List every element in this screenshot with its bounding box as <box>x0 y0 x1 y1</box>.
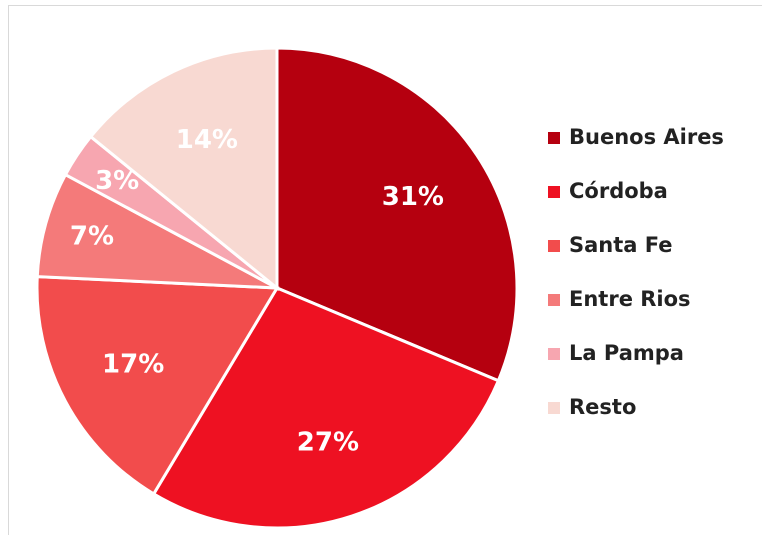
data-label: 27% <box>297 428 359 458</box>
legend-label: Buenos Aires <box>569 125 724 149</box>
legend-swatch <box>548 186 560 198</box>
legend-label: Entre Rios <box>569 287 691 311</box>
legend-label: Santa Fe <box>569 233 673 257</box>
data-label: 7% <box>70 221 114 251</box>
pie-slice <box>35 275 280 496</box>
legend-swatch <box>548 294 560 306</box>
legend-label: Resto <box>569 395 636 419</box>
pie-slice <box>275 46 519 383</box>
legend-swatch <box>548 348 560 360</box>
legend-swatch <box>548 402 560 414</box>
data-label: 14% <box>176 125 238 155</box>
legend-label: La Pampa <box>569 341 684 365</box>
data-label: 17% <box>102 350 164 380</box>
chart-border <box>8 5 762 535</box>
pie-slice <box>151 286 501 530</box>
pie-slice <box>88 46 279 292</box>
pie-slice <box>35 172 278 290</box>
legend-swatch <box>548 132 560 144</box>
legend-label: Córdoba <box>569 179 668 203</box>
legend-swatch <box>548 240 560 252</box>
data-label: 31% <box>382 182 444 212</box>
